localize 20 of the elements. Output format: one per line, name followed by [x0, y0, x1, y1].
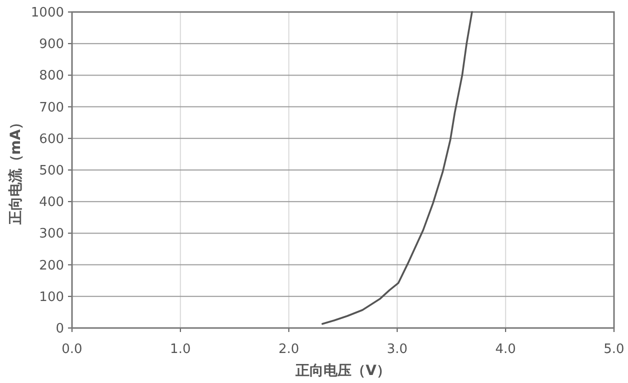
y-tick-label: 300	[39, 226, 64, 242]
y-tick-label: 400	[39, 195, 64, 210]
line-series	[322, 11, 473, 325]
y-tick-label: 600	[39, 132, 64, 147]
x-tick-label: 0.0	[62, 342, 82, 357]
x-tick-label: 4.0	[495, 342, 516, 357]
y-tick-label: 100	[39, 290, 64, 305]
y-tick-label: 500	[39, 164, 64, 178]
x-tick-label: 2.0	[278, 342, 300, 357]
y-tick-label: 200	[39, 258, 64, 274]
x-tick-label: 5.0	[604, 342, 624, 357]
y-tick-label: 1000	[30, 6, 64, 20]
y-axis-title: 正向电流（mA）	[7, 115, 24, 226]
y-tick-label: 0	[56, 322, 64, 336]
x-axis-title: 正向电压（V）	[294, 363, 390, 379]
x-tick-label: 1.0	[170, 342, 191, 357]
y-tick-label: 900	[39, 37, 64, 52]
y-tick-label: 700	[39, 100, 64, 116]
y-tick-label: 800	[39, 68, 64, 84]
x-tick-label: 3.0	[386, 342, 408, 357]
